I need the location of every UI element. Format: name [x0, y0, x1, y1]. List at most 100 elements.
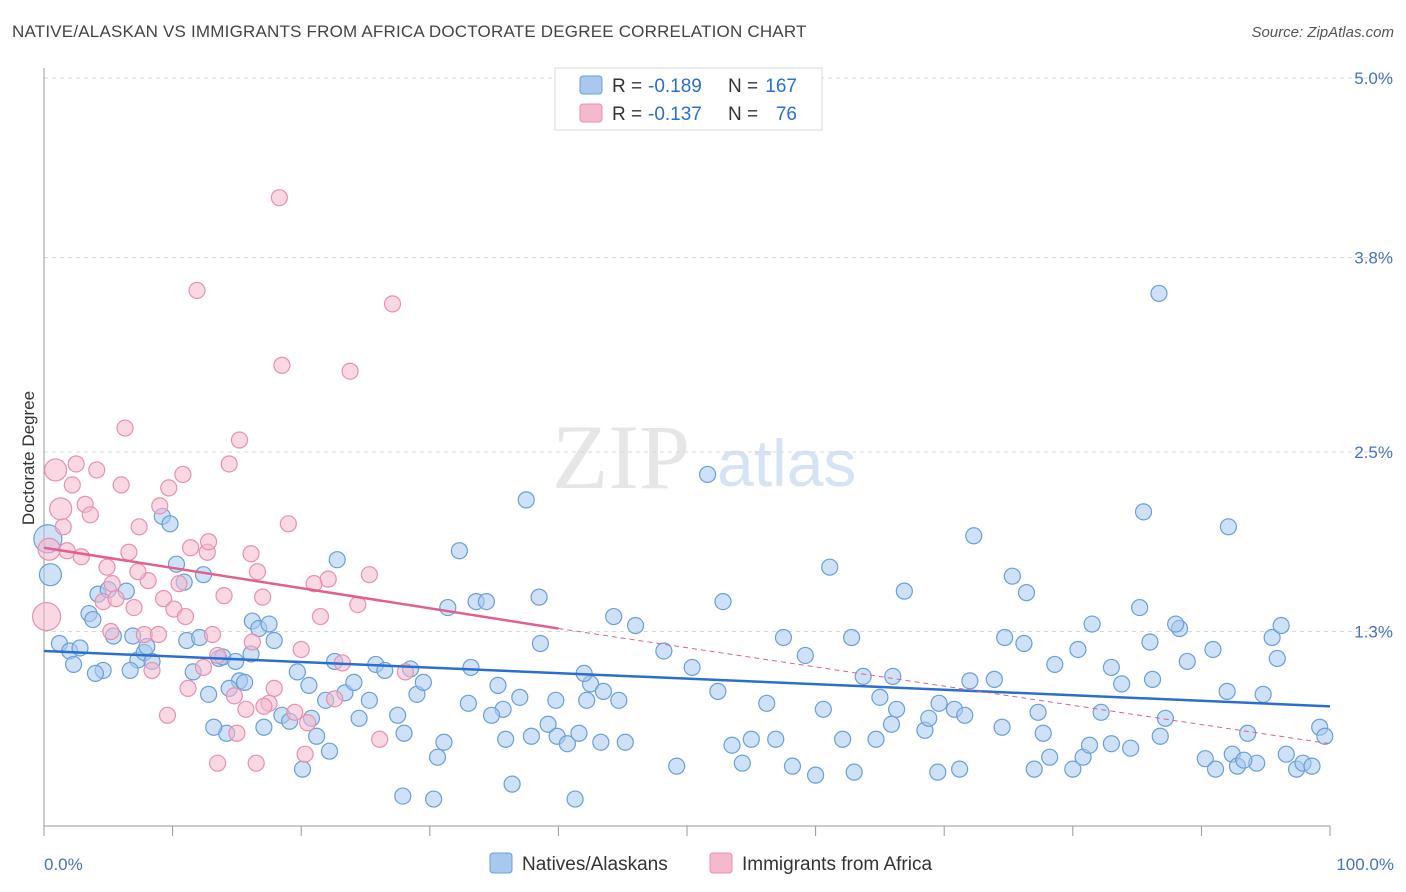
- native-point-165: [709, 682, 727, 700]
- native-point-59: [450, 542, 468, 560]
- native-point-112: [1025, 760, 1043, 778]
- native-point-122: [1113, 675, 1131, 693]
- africa-point-13: [98, 558, 116, 576]
- native-point-149: [1102, 658, 1120, 677]
- legend-n-label-blue: N =: [728, 76, 758, 97]
- africa-point-53: [319, 570, 337, 588]
- axes: [43, 68, 1331, 836]
- native-point-77: [592, 733, 610, 751]
- native-point-173: [497, 730, 515, 748]
- africa-point-75: [151, 497, 169, 515]
- legend-n-value-blue: 167: [765, 76, 797, 97]
- africa-point-42: [248, 563, 267, 581]
- natives-alaskans-points: [33, 284, 1334, 808]
- africa-point-68: [247, 754, 265, 772]
- africa-point-8: [72, 548, 90, 566]
- native-point-186: [86, 664, 105, 683]
- bottom-legend-swatch-blue: [489, 852, 513, 874]
- africa-point-14: [103, 575, 121, 593]
- x-tick-label-0: 0.0%: [44, 855, 83, 874]
- native-point-105: [951, 760, 969, 778]
- native-point-153: [1235, 751, 1253, 769]
- native-point-53: [395, 724, 413, 742]
- native-point-96: [854, 667, 872, 686]
- native-point-130: [1178, 652, 1196, 671]
- native-point-177: [414, 673, 432, 691]
- native-point-57: [428, 748, 447, 766]
- africa-point-48: [286, 703, 304, 721]
- native-point-89: [774, 628, 793, 647]
- legend-swatch-pink: [579, 103, 603, 123]
- africa-point-50: [299, 714, 317, 732]
- africa-point-52: [311, 607, 330, 626]
- y-tick-label-3: 5.0%: [1354, 69, 1393, 88]
- native-point-67: [517, 491, 535, 509]
- native-point-167: [626, 616, 645, 635]
- africa-point-39: [230, 431, 249, 449]
- x-tick-label-1: 100.0%: [1336, 855, 1394, 874]
- trend-lines: [43, 546, 1331, 745]
- native-point-116: [1064, 760, 1082, 778]
- native-point-88: [783, 757, 802, 775]
- native-point-84: [723, 736, 741, 754]
- africa-point-3: [49, 497, 73, 521]
- source-credit: Source: ZipAtlas.com: [1251, 24, 1394, 41]
- native-point-1: [38, 563, 63, 587]
- native-point-146: [1303, 757, 1321, 775]
- native-point-171: [547, 691, 565, 709]
- africa-point-26: [160, 479, 178, 497]
- native-point-175: [459, 694, 477, 712]
- africa-point-24: [149, 625, 168, 644]
- africa-point-65: [255, 697, 273, 715]
- africa-point-40: [237, 700, 255, 718]
- africa-point-45: [265, 679, 283, 697]
- native-point-126: [1143, 670, 1162, 688]
- native-point-69: [530, 588, 548, 606]
- native-point-80: [668, 757, 686, 775]
- native-point-19: [161, 515, 179, 533]
- africa-point-67: [296, 745, 314, 763]
- y-axis-label: Doctorate Degree: [19, 391, 38, 525]
- native-point-137: [1239, 724, 1257, 742]
- native-point-63: [489, 676, 507, 694]
- africa-point-34: [203, 625, 222, 644]
- africa-point-31: [188, 281, 206, 300]
- native-point-49: [360, 691, 378, 709]
- native-point-174: [482, 706, 501, 724]
- native-point-29: [227, 652, 245, 671]
- native-point-56: [425, 790, 443, 808]
- native-point-163: [796, 646, 814, 665]
- africa-point-69: [179, 679, 197, 697]
- native-point-157: [1015, 634, 1033, 653]
- legend-n-value-pink: 76: [776, 104, 797, 125]
- africa-point-10: [81, 506, 99, 524]
- native-point-97: [871, 688, 889, 706]
- native-point-134: [1218, 682, 1236, 700]
- africa-point-28: [170, 575, 188, 593]
- africa-point-18: [120, 543, 138, 561]
- africa-point-63: [270, 189, 288, 207]
- africa-point-36: [215, 587, 233, 605]
- africa-point-46: [273, 356, 291, 374]
- native-point-62: [477, 592, 495, 611]
- native-point-176: [435, 733, 453, 751]
- native-point-73: [566, 790, 584, 808]
- native-point-161: [884, 667, 902, 686]
- native-point-98: [882, 715, 901, 733]
- africa-point-25: [154, 590, 173, 608]
- native-point-25: [200, 685, 218, 703]
- africa-point-56: [341, 362, 359, 380]
- africa-point-37: [220, 455, 238, 473]
- native-point-119: [1083, 615, 1101, 633]
- africa-point-32: [194, 658, 213, 677]
- africa-point-54: [326, 690, 344, 708]
- native-point-40: [293, 760, 312, 778]
- y-tick-label-2: 3.8%: [1354, 249, 1393, 268]
- native-point-113: [1029, 703, 1047, 721]
- native-point-34: [255, 718, 273, 736]
- native-point-65: [503, 775, 521, 793]
- africa-point-20: [130, 518, 148, 536]
- native-point-100: [895, 582, 913, 600]
- legend-n-label-pink: N =: [728, 104, 758, 125]
- africa-point-4: [54, 518, 72, 536]
